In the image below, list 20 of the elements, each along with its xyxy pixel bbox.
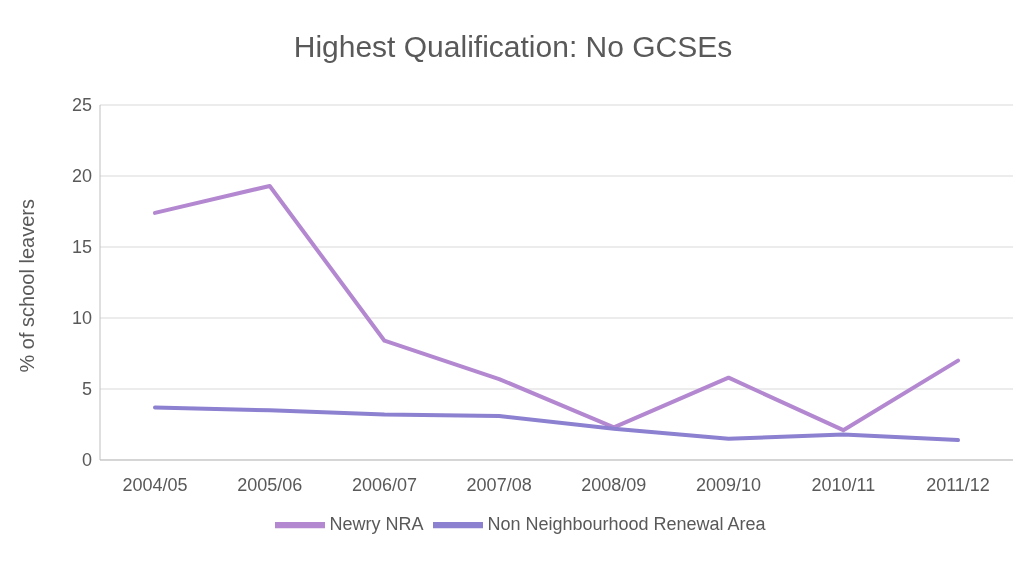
- y-tick-label: 0: [81, 450, 92, 471]
- x-tick-label: 2005/06: [237, 474, 303, 495]
- x-tick-label: 2008/09: [581, 474, 647, 495]
- legend-label: Newry NRA: [329, 513, 424, 534]
- y-tick-label: 5: [81, 379, 92, 400]
- y-tick-label: 25: [71, 95, 92, 116]
- line-series: [153, 183, 960, 433]
- y-axis-title: % of school leavers: [16, 199, 39, 373]
- y-tick-label: 10: [71, 308, 92, 329]
- x-tick-label: 2004/05: [122, 474, 188, 495]
- x-tick-label: 2010/11: [811, 474, 876, 495]
- x-tick-label: 2011/12: [926, 474, 990, 495]
- x-tick-label: 2006/07: [351, 474, 417, 495]
- y-tick-label: 15: [71, 237, 92, 258]
- legend-label: Non Neighbourhood Renewal Area: [487, 513, 766, 534]
- x-tick-label: 2009/10: [696, 474, 762, 495]
- y-tick-label: 20: [71, 166, 92, 187]
- line-series: [153, 405, 960, 443]
- chart-title: Highest Qualification: No GCSEs: [292, 29, 734, 65]
- x-tick-label: 2007/08: [466, 474, 532, 495]
